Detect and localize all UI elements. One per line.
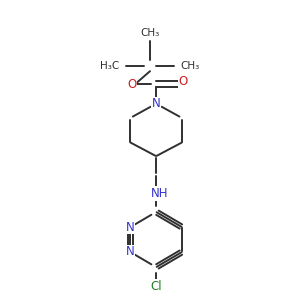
Text: O: O: [178, 75, 188, 88]
Text: CH₃: CH₃: [140, 28, 160, 38]
Text: N: N: [126, 221, 134, 234]
Text: N: N: [152, 98, 161, 110]
Text: H₃C: H₃C: [100, 61, 119, 71]
Text: CH₃: CH₃: [181, 61, 200, 71]
Text: N: N: [126, 245, 134, 258]
Text: Cl: Cl: [150, 280, 162, 293]
Text: NH: NH: [151, 187, 168, 200]
Text: O: O: [127, 78, 136, 91]
